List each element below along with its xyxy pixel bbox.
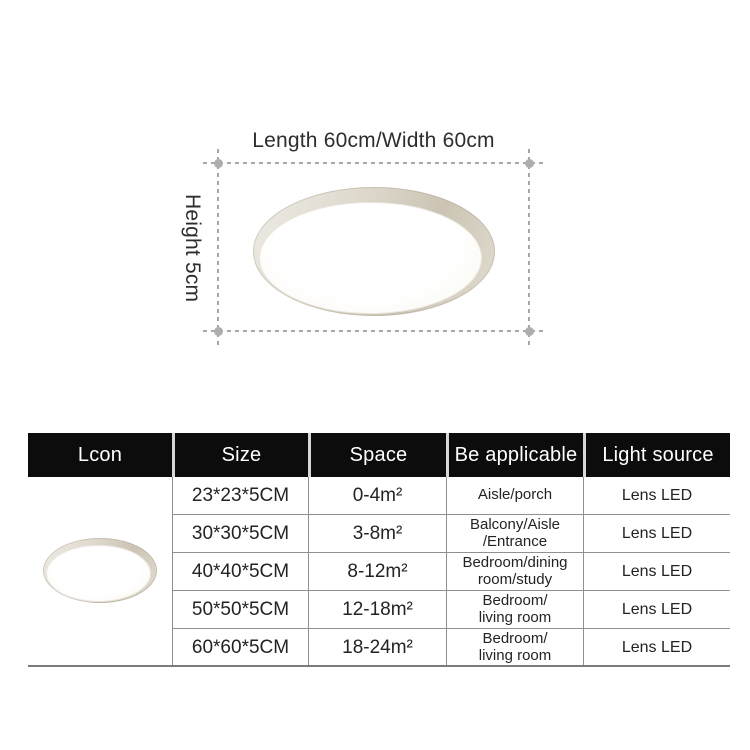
header-size: Size [172, 433, 308, 477]
light-source-cell: Lens LED [583, 515, 730, 553]
dimension-line-bottom [203, 330, 544, 332]
height-label: Height 5cm [181, 194, 204, 303]
header-icon: Lcon [77, 443, 123, 466]
dimension-line-left [217, 149, 219, 347]
ceiling-lamp-icon [43, 538, 157, 603]
applicable-cell: Aisle/porch [446, 477, 583, 515]
applicable-cell: Bedroom/ living room [446, 591, 583, 629]
size-cell: 50*50*5CM [172, 591, 308, 629]
corner-marker-bottom-right [525, 327, 534, 336]
applicable-cell: Bedroom/ living room [446, 629, 583, 667]
size-cell: 30*30*5CM [172, 515, 308, 553]
header-space: Space [308, 433, 446, 477]
light-source-cell: Lens LED [583, 591, 730, 629]
space-cell: 3-8m² [308, 515, 446, 553]
corner-marker-top-left [214, 159, 223, 168]
size-cell: 60*60*5CM [172, 629, 308, 667]
dimension-line-right [528, 149, 530, 347]
header-light-source: Light source [583, 433, 730, 477]
corner-marker-bottom-left [214, 327, 223, 336]
table-icon-cell [28, 477, 172, 665]
light-source-cell: Lens LED [583, 553, 730, 591]
size-cell: 23*23*5CM [172, 477, 308, 515]
size-cell: 40*40*5CM [172, 553, 308, 591]
lamp-diffuser [45, 545, 151, 603]
table-bottom-border [28, 665, 730, 667]
dimension-line-top [203, 162, 544, 164]
applicable-cell: Bedroom/dining room/study [446, 553, 583, 591]
spec-table: Lcon Size Space Be applicable Light sour… [28, 433, 730, 667]
light-source-cell: Lens LED [583, 629, 730, 667]
table-body: 23*23*5CM 0-4m² Aisle/porch Lens LED 30*… [172, 477, 730, 667]
space-cell: 8-12m² [308, 553, 446, 591]
lamp-diffuser [259, 201, 482, 315]
space-cell: 12-18m² [308, 591, 446, 629]
ceiling-lamp-image [253, 187, 495, 316]
corner-marker-top-right [525, 159, 534, 168]
header-applicable: Be applicable [446, 433, 583, 477]
table-header-row: Lcon Size Space Be applicable Light sour… [28, 433, 730, 477]
length-width-label: Length 60cm/Width 60cm [252, 129, 495, 152]
applicable-cell: Balcony/Aisle /Entrance [446, 515, 583, 553]
space-cell: 18-24m² [308, 629, 446, 667]
light-source-cell: Lens LED [583, 477, 730, 515]
space-cell: 0-4m² [308, 477, 446, 515]
